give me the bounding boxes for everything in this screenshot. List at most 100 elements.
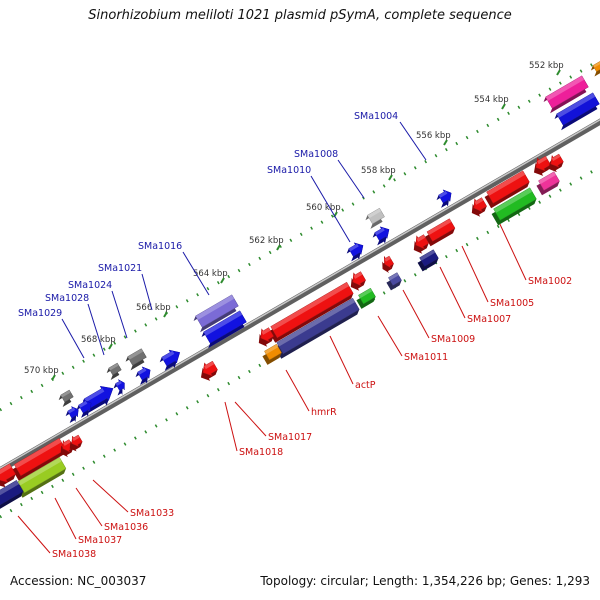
gene-feature-14[interactable] <box>82 385 114 414</box>
gene-label-reverse[interactable]: SMa1018 <box>239 447 283 458</box>
tick-label: 554 kbp <box>474 95 509 105</box>
gene-feature-body <box>556 92 600 126</box>
gene-feature-3[interactable] <box>436 189 452 208</box>
gene-feature-body <box>264 343 282 361</box>
gene-feature-9[interactable] <box>159 349 181 371</box>
gene-feature-10[interactable] <box>125 348 147 371</box>
gene-label-forward[interactable]: SMa1024 <box>68 280 112 291</box>
gene-label-reverse[interactable]: SMa1036 <box>104 522 148 533</box>
tick-track-upper <box>0 58 600 412</box>
gene-feature-0[interactable] <box>543 75 589 114</box>
leader-line <box>461 245 489 303</box>
gene-feature-24[interactable] <box>424 218 456 247</box>
tick-label: 556 kbp <box>416 131 451 141</box>
gene-feature-gloss <box>204 361 215 370</box>
gene-label-forward[interactable]: SMa1004 <box>354 111 398 122</box>
tick-label: 558 kbp <box>361 166 396 176</box>
gene-feature-gloss <box>545 75 585 101</box>
gene-feature-23[interactable] <box>471 197 488 217</box>
gene-feature-17[interactable] <box>65 406 79 423</box>
gene-label-reverse[interactable]: SMa1038 <box>52 549 96 560</box>
gene-label-forward[interactable]: SMa1016 <box>138 241 182 252</box>
gene-feature-body <box>67 406 79 419</box>
gene-feature-4[interactable] <box>372 226 390 246</box>
leader-line <box>439 266 466 319</box>
gene-feature-18[interactable] <box>533 155 551 176</box>
gene-feature-25[interactable] <box>413 234 430 254</box>
gene-feature-gloss <box>0 480 19 496</box>
gene-feature-gloss <box>556 92 596 118</box>
gene-feature-gloss <box>270 282 350 331</box>
gene-feature-29[interactable] <box>350 271 367 291</box>
gene-label-reverse[interactable]: SMa1007 <box>467 314 511 325</box>
gene-feature-gloss <box>14 438 62 469</box>
gene-feature-41[interactable] <box>0 479 24 512</box>
gene-feature-21[interactable] <box>484 170 530 209</box>
tick-label: 552 kbp <box>529 61 564 71</box>
gene-feature-36[interactable] <box>12 437 67 481</box>
backbone-line <box>0 118 600 474</box>
gene-feature-35[interactable] <box>200 360 218 381</box>
gene-feature-27[interactable] <box>382 255 395 274</box>
tick-mark <box>220 277 225 284</box>
gene-feature-22[interactable] <box>491 187 537 226</box>
gene-feature-31[interactable] <box>268 281 354 343</box>
gene-label-reverse[interactable]: actP <box>355 380 376 391</box>
leader-line <box>61 318 85 359</box>
gene-feature-body <box>60 389 74 403</box>
gene-label-reverse[interactable]: SMa1009 <box>431 334 475 345</box>
gene-feature-6[interactable] <box>346 242 364 262</box>
gene-feature-12[interactable] <box>106 362 122 380</box>
gene-feature-shadow <box>536 171 560 196</box>
gene-feature-15[interactable] <box>76 399 92 418</box>
gene-label-reverse[interactable]: SMa1037 <box>78 535 122 546</box>
gene-feature-28[interactable] <box>386 272 402 291</box>
gene-label-forward[interactable]: SMa1008 <box>294 149 338 160</box>
gene-feature-2[interactable] <box>590 60 600 77</box>
gene-feature-11[interactable] <box>135 366 151 385</box>
leader-line <box>182 251 210 296</box>
gene-label-reverse[interactable]: SMa1002 <box>528 276 572 287</box>
gene-feature-gloss <box>127 348 144 360</box>
gene-feature-gloss <box>358 288 373 299</box>
gene-feature-5[interactable] <box>365 207 385 229</box>
gene-feature-34[interactable] <box>262 343 282 365</box>
gene-label-reverse[interactable]: SMa1033 <box>130 508 174 519</box>
gene-feature-8[interactable] <box>201 310 247 349</box>
gene-label-reverse[interactable]: SMa1017 <box>268 432 312 443</box>
gene-feature-gloss <box>426 218 452 236</box>
gene-feature-13[interactable] <box>113 378 125 396</box>
gene-feature-gloss <box>419 249 436 261</box>
gene-label-forward[interactable]: SMa1021 <box>98 263 142 274</box>
tick-mark <box>276 244 281 251</box>
gene-feature-16[interactable] <box>58 389 74 407</box>
tick-label: 568 kbp <box>81 335 116 345</box>
gene-feature-gloss <box>438 190 448 198</box>
gene-feature-body <box>270 281 354 339</box>
gene-feature-38[interactable] <box>69 434 83 452</box>
gene-feature-7[interactable] <box>193 294 239 333</box>
gene-label-reverse[interactable]: SMa1011 <box>404 352 448 363</box>
gene-feature-19[interactable] <box>548 153 564 173</box>
gene-feature-1[interactable] <box>554 92 600 131</box>
gene-feature-40[interactable] <box>0 463 17 488</box>
gene-feature-32[interactable] <box>274 297 360 359</box>
gene-feature-26[interactable] <box>417 249 439 272</box>
gene-label-forward[interactable]: SMa1028 <box>45 293 89 304</box>
tick-label: 566 kbp <box>136 303 171 313</box>
gene-feature-body <box>108 362 122 376</box>
gene-label-forward[interactable]: SMa1029 <box>18 308 62 319</box>
leader-line <box>111 290 128 339</box>
gene-label-forward[interactable]: SMa1010 <box>267 165 311 176</box>
leader-line <box>141 273 153 311</box>
gene-label-reverse[interactable]: SMa1005 <box>490 298 534 309</box>
gene-feature-20[interactable] <box>536 171 560 196</box>
gene-label-reverse[interactable]: hmrR <box>311 407 337 418</box>
gene-feature-gloss <box>551 154 561 162</box>
gene-feature-33[interactable] <box>258 327 275 347</box>
gene-feature-30[interactable] <box>356 287 376 309</box>
gene-feature-body <box>83 385 114 409</box>
gene-feature-body <box>367 207 385 225</box>
